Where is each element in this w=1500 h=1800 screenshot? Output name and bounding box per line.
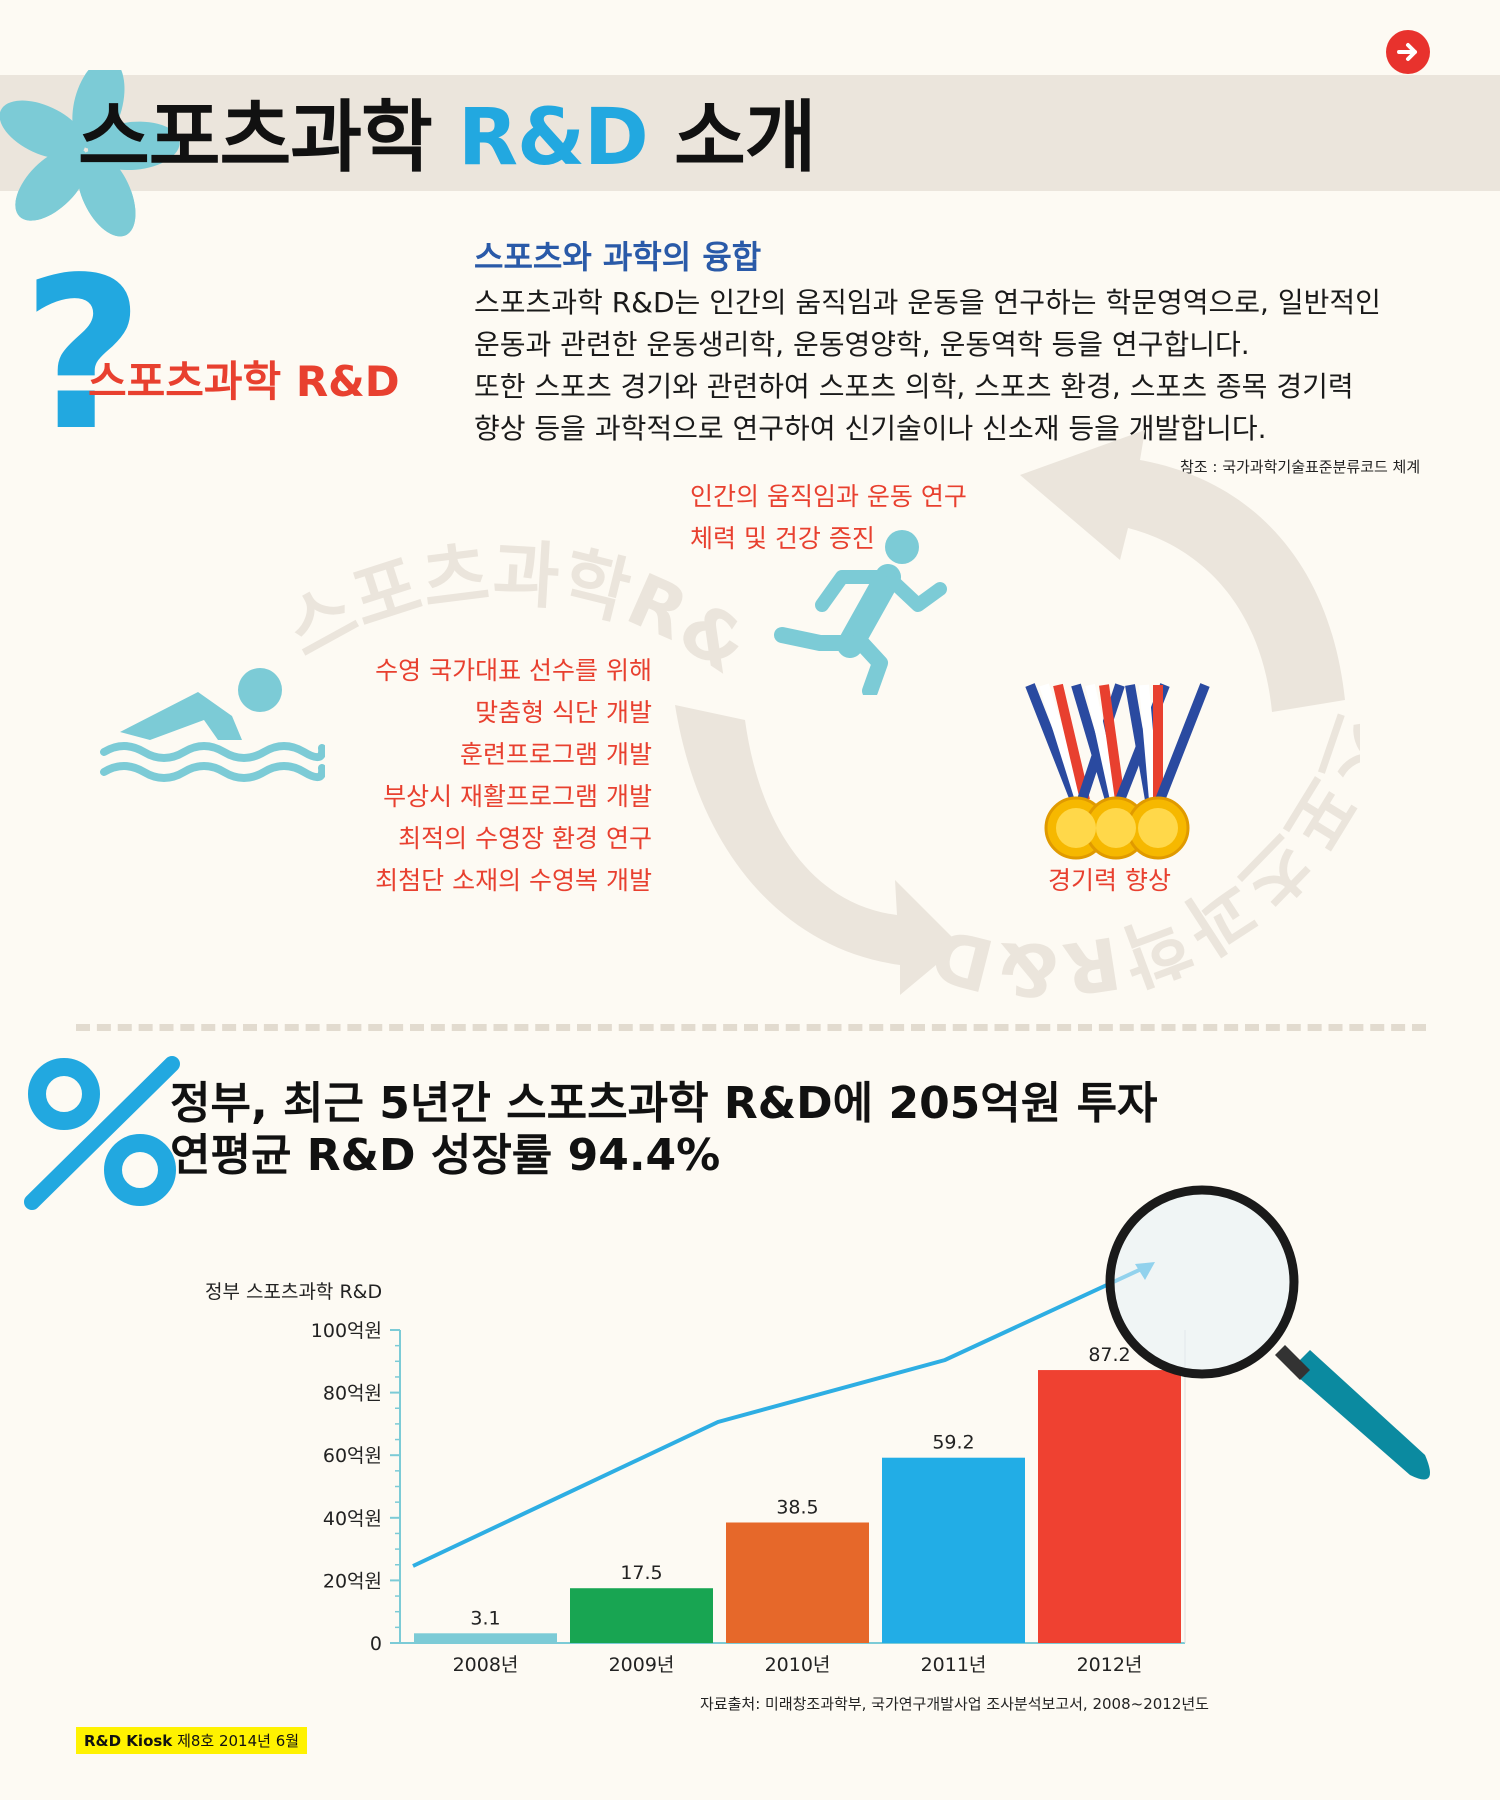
intro-label: 스포츠과학 R&D [88,357,400,406]
intro-paragraph: 스포츠과학 R&D는 인간의 움직임과 운동을 연구하는 학문영역으로, 일반적… [474,282,1484,450]
medal-label: 경기력 향상 [1048,866,1171,895]
stats-headline: 정부, 최근 5년간 스포츠과학 R&D에 205억원 투자 연평균 R&D 성… [170,1078,1158,1182]
intro-sub-heading: 스포츠와 과학의 융합 [474,238,762,276]
next-page-button[interactable] [1386,30,1430,74]
headline-line: 정부, 최근 5년간 스포츠과학 R&D에 205억원 투자 [170,1078,1158,1129]
percent-symbol: % [22,1052,23,1053]
y-tick-label: 100억원 [311,1320,382,1342]
footer-brand: R&D Kiosk [84,1732,173,1750]
arrow-right-icon [1397,43,1417,61]
x-tick-label: 2010년 [765,1654,831,1676]
medals-icon [1025,683,1210,860]
y-tick-label: 40억원 [323,1508,382,1530]
page-title-accent: R&D [457,93,649,183]
x-tick-label: 2008년 [453,1654,519,1676]
bar-value-label: 59.2 [932,1432,974,1454]
swimming-line: 수영 국가대표 선수를 위해 [375,656,652,685]
trend-arrow [412,1263,1151,1568]
section-divider [76,1024,1426,1031]
x-tick-label: 2012년 [1077,1654,1143,1676]
bar-value-label: 87.2 [1088,1344,1130,1366]
flower-icon-front [0,70,180,237]
footer-issue: 제8호 2014년 6월 [177,1732,300,1750]
bar [414,1633,557,1643]
swimming-line: 부상시 재활프로그램 개발 [383,782,652,811]
percent-icon: % [22,1052,180,1210]
y-tick-label: 60억원 [323,1445,382,1467]
trend-arrow-head [1135,1262,1155,1280]
page-title: 스포츠과학 R&D 소개 [78,88,816,188]
page-title-tail: 소개 [673,93,817,183]
swimming-line: 맞춤형 식단 개발 [475,698,652,727]
reference-note: 참조 : 국가과학기술표준분류코드 체계 [1180,458,1421,476]
y-tick-label: 80억원 [323,1383,382,1405]
intro-line: 또한 스포츠 경기와 관련하여 스포츠 의학, 스포츠 환경, 스포츠 종목 경… [474,370,1354,403]
chart-title: 정부 스포츠과학 R&D [205,1281,382,1303]
bar-value-label: 17.5 [620,1562,662,1584]
title-band [0,75,1500,191]
chart-source: 자료출처: 미래창조과학부, 국가연구개발사업 조사분석보고서, 2008~20… [700,1695,1209,1713]
x-tick-label: 2009년 [609,1654,675,1676]
swimming-text: 수영 국가대표 선수를 위해 맞춤형 식단 개발 훈련프로그램 개발 부상시 재… [340,650,652,902]
bar [882,1457,1025,1643]
swimming-line: 최첨단 소재의 수영복 개발 [375,866,652,895]
bar [570,1588,713,1643]
bar [726,1522,869,1643]
swimming-line: 최적의 수영장 환경 연구 [398,824,652,853]
running-line: 체력 및 건강 증진 [690,524,875,553]
magnifier-icon [1105,1185,1430,1480]
cycle-arrows-icon: 스포츠과학R&D 스포츠과학R&D [260,430,1360,1013]
question-mark-icon: ? [22,232,144,477]
footer-badge: R&D Kiosk 제8호 2014년 6월 [76,1727,308,1754]
bar-value-label: 3.1 [470,1607,500,1629]
running-text: 인간의 움직임과 운동 연구 체력 및 건강 증진 [690,476,967,560]
bar [1038,1370,1181,1643]
page-title-main: 스포츠과학 [78,93,433,183]
intro-line: 스포츠과학 R&D는 인간의 움직임과 운동을 연구하는 학문영역으로, 일반적… [474,286,1381,319]
headline-line: 연평균 R&D 성장률 94.4% [170,1130,721,1181]
swimmer-icon [100,668,325,782]
x-tick-label: 2011년 [921,1654,987,1676]
swimming-line: 훈련프로그램 개발 [460,740,652,769]
running-line: 인간의 움직임과 운동 연구 [690,482,967,511]
bar-value-label: 38.5 [776,1496,818,1518]
y-tick-label: 20억원 [323,1570,382,1592]
intro-line: 운동과 관련한 운동생리학, 운동영양학, 운동역학 등을 연구합니다. [474,328,1250,361]
y-tick-label: 0 [370,1633,382,1655]
runner-icon [774,530,947,695]
